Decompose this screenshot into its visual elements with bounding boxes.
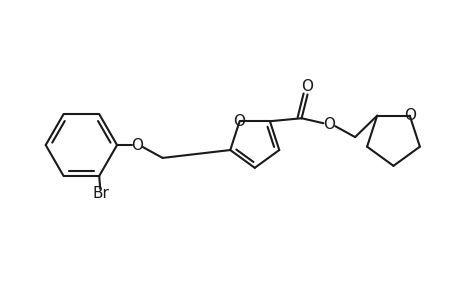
Text: Br: Br <box>93 186 109 201</box>
Text: O: O <box>232 114 244 129</box>
Text: O: O <box>131 137 143 152</box>
Text: O: O <box>403 108 415 123</box>
Text: O: O <box>301 79 313 94</box>
Text: O: O <box>323 117 335 132</box>
